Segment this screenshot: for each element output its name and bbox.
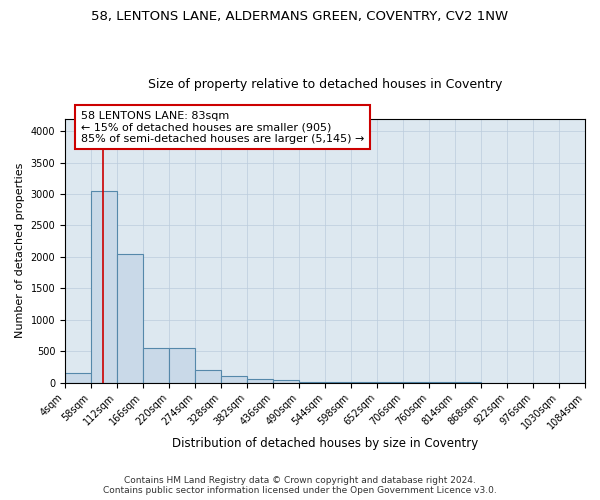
Title: Size of property relative to detached houses in Coventry: Size of property relative to detached ho…	[148, 78, 502, 91]
Bar	[195, 370, 221, 382]
Bar	[247, 379, 273, 382]
Bar	[273, 380, 299, 382]
Text: Contains HM Land Registry data © Crown copyright and database right 2024.
Contai: Contains HM Land Registry data © Crown c…	[103, 476, 497, 495]
Bar	[117, 254, 143, 382]
Bar	[221, 376, 247, 382]
Text: 58, LENTONS LANE, ALDERMANS GREEN, COVENTRY, CV2 1NW: 58, LENTONS LANE, ALDERMANS GREEN, COVEN…	[91, 10, 509, 23]
Y-axis label: Number of detached properties: Number of detached properties	[15, 163, 25, 338]
Bar	[143, 348, 169, 382]
Bar	[65, 373, 91, 382]
Text: 58 LENTONS LANE: 83sqm
← 15% of detached houses are smaller (905)
85% of semi-de: 58 LENTONS LANE: 83sqm ← 15% of detached…	[80, 110, 364, 144]
Bar	[91, 191, 117, 382]
X-axis label: Distribution of detached houses by size in Coventry: Distribution of detached houses by size …	[172, 437, 478, 450]
Bar	[169, 348, 195, 382]
